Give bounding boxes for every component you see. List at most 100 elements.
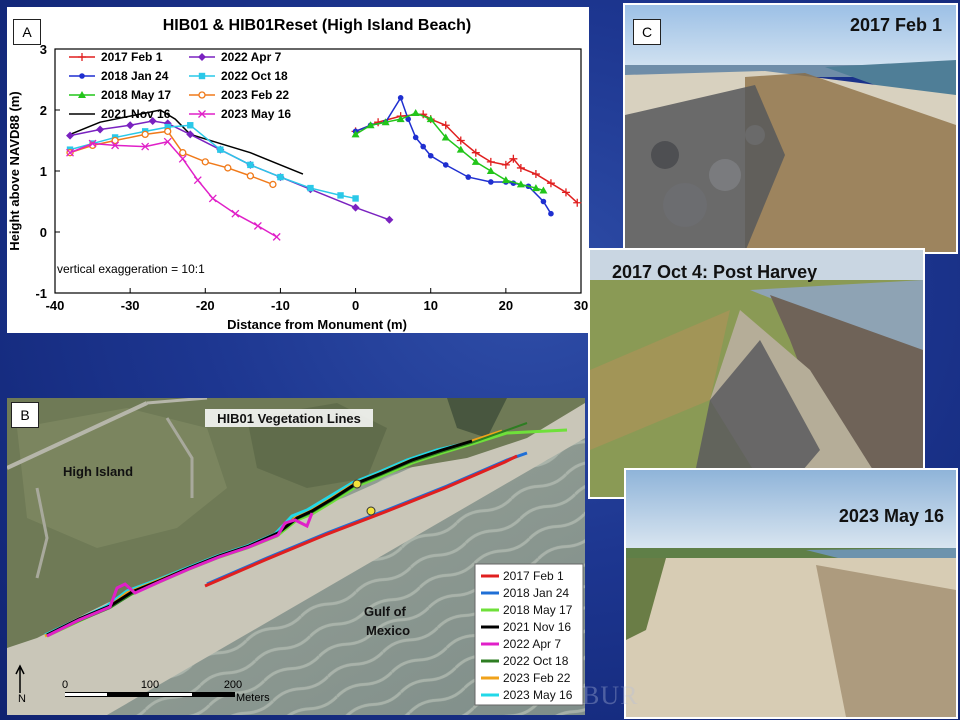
data-point bbox=[539, 186, 548, 194]
data-point bbox=[148, 116, 157, 125]
data-point bbox=[198, 53, 206, 61]
data-point bbox=[427, 152, 434, 159]
data-point bbox=[66, 131, 75, 140]
series-2021-nov-16 bbox=[69, 109, 304, 175]
data-point bbox=[516, 180, 525, 188]
legend-entry: 2018 May 17 bbox=[69, 88, 171, 102]
data-point bbox=[164, 127, 172, 135]
legend-entry: 2022 Apr 7 bbox=[189, 50, 282, 64]
data-point bbox=[79, 73, 85, 79]
data-point bbox=[277, 173, 284, 181]
data-point bbox=[198, 110, 206, 118]
exaggeration-note: vertical exaggeration = 10:1 bbox=[57, 262, 205, 276]
veg-line-2017-feb-1 bbox=[204, 454, 518, 588]
scale-bar: 0 100 200 Meters bbox=[62, 679, 270, 704]
map-legend-label: 2023 Feb 22 bbox=[503, 671, 571, 685]
svg-text:N: N bbox=[18, 693, 26, 705]
road bbox=[7, 401, 148, 470]
data-point bbox=[456, 136, 465, 145]
data-point bbox=[193, 176, 202, 185]
photo-caption-2023-may-16: 2023 May 16 bbox=[838, 506, 944, 526]
data-point bbox=[426, 115, 435, 123]
data-point bbox=[516, 163, 525, 172]
map-title: HIB01 Vegetation Lines bbox=[217, 411, 361, 426]
data-point bbox=[456, 145, 465, 153]
y-tick-label: 3 bbox=[40, 42, 47, 57]
legend-entry: 2017 Feb 1 bbox=[69, 50, 163, 64]
vegetation-lines-map: HIB01 Vegetation Lines High Island Gulf … bbox=[7, 398, 585, 715]
series-line bbox=[69, 120, 390, 221]
data-point bbox=[187, 122, 194, 129]
data-point bbox=[66, 148, 74, 157]
legend-entry: 2022 Oct 18 bbox=[189, 69, 288, 83]
x-tick-label: -30 bbox=[121, 298, 140, 313]
data-point bbox=[164, 123, 171, 131]
legend-entry: 2023 May 16 bbox=[189, 107, 291, 121]
data-point bbox=[201, 158, 209, 166]
map-legend-label: 2022 Oct 18 bbox=[503, 654, 569, 668]
legend-label: 2022 Apr 7 bbox=[221, 50, 282, 64]
data-point bbox=[441, 121, 450, 130]
x-axis-label: Distance from Monument (m) bbox=[227, 317, 407, 332]
data-point bbox=[441, 133, 450, 141]
legend-label: 2023 May 16 bbox=[221, 107, 291, 121]
data-point bbox=[224, 164, 232, 172]
data-point bbox=[540, 198, 547, 205]
data-point bbox=[381, 118, 390, 126]
data-point bbox=[337, 192, 344, 199]
photo-caption-post-harvey: 2017 Oct 4: Post Harvey bbox=[612, 262, 818, 282]
series-2018-may-17 bbox=[351, 109, 548, 194]
north-arrow-icon: N bbox=[15, 664, 26, 705]
data-point bbox=[546, 179, 555, 188]
data-point bbox=[186, 130, 195, 139]
data-point bbox=[509, 154, 518, 163]
x-tick-label: -40 bbox=[46, 298, 65, 313]
legend-label: 2017 Feb 1 bbox=[101, 50, 163, 64]
data-point bbox=[272, 232, 281, 241]
map-legend-entry: 2023 Feb 22 bbox=[481, 671, 571, 685]
data-point bbox=[96, 125, 105, 134]
data-point bbox=[561, 188, 570, 197]
data-point bbox=[501, 160, 510, 169]
profile-chart: HIB01 & HIB01Reset (High Island Beach) -… bbox=[7, 7, 589, 333]
place-mexico: Mexico bbox=[366, 623, 410, 638]
legend-label: 2018 Jan 24 bbox=[101, 69, 169, 83]
y-tick-label: -1 bbox=[35, 286, 47, 301]
place-high-island: High Island bbox=[63, 464, 133, 479]
map-legend-entry: 2023 May 16 bbox=[481, 688, 573, 702]
x-tick-label: 10 bbox=[423, 298, 437, 313]
data-point bbox=[231, 209, 240, 218]
data-point bbox=[374, 118, 383, 127]
x-tick-label: 20 bbox=[499, 298, 513, 313]
photo-caption-2017-feb-1: 2017 Feb 1 bbox=[849, 15, 942, 35]
photo-2017-feb-1: C 2017 Feb 1 bbox=[623, 3, 958, 254]
data-point bbox=[486, 157, 495, 166]
data-point bbox=[352, 195, 359, 202]
data-point bbox=[141, 142, 150, 151]
y-tick-label: 2 bbox=[40, 103, 47, 118]
data-point bbox=[269, 180, 277, 189]
svg-text:200: 200 bbox=[224, 679, 242, 691]
data-point bbox=[163, 137, 172, 146]
map-legend-label: 2018 May 17 bbox=[503, 603, 573, 617]
x-tick-label: 30 bbox=[574, 298, 588, 313]
x-tick-label: 0 bbox=[352, 298, 359, 313]
data-point bbox=[573, 198, 582, 207]
panel-label-a: A bbox=[13, 19, 41, 45]
beach-sand bbox=[7, 398, 585, 715]
map-legend-entry: 2022 Apr 7 bbox=[481, 637, 561, 651]
data-point bbox=[217, 146, 224, 153]
data-point bbox=[531, 170, 540, 179]
map-legend-entry: 2022 Oct 18 bbox=[481, 654, 569, 668]
data-point bbox=[247, 161, 254, 169]
data-point bbox=[405, 116, 411, 122]
legend-label: 2021 Nov 16 bbox=[101, 107, 171, 121]
map-legend-entry: 2018 Jan 24 bbox=[481, 586, 569, 600]
data-point bbox=[412, 134, 419, 141]
map-legend-entry: 2017 Feb 1 bbox=[481, 569, 564, 583]
legend-entry: 2021 Nov 16 bbox=[69, 107, 171, 121]
data-point bbox=[351, 130, 360, 138]
data-point bbox=[253, 221, 262, 230]
monument-reset-marker bbox=[366, 506, 376, 516]
series-2023-may-16 bbox=[66, 137, 281, 241]
